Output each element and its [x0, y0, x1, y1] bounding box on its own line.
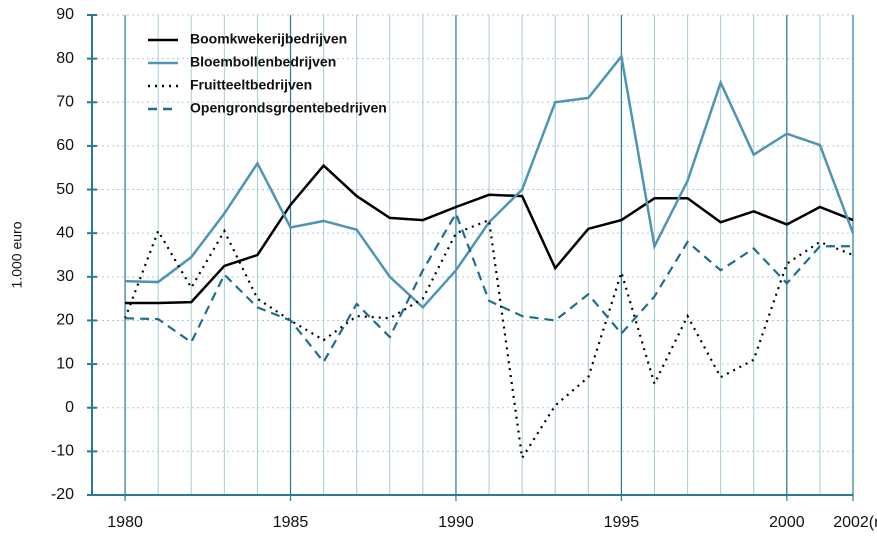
y-tick-label: -10 [51, 443, 74, 460]
y-axis-label: 1.000 euro [9, 221, 25, 288]
y-tick-label: 40 [56, 224, 74, 241]
series-line [124, 218, 854, 462]
y-tick-label: 90 [56, 6, 74, 23]
y-tick-label: 80 [56, 50, 74, 67]
y-tick-label: 70 [56, 93, 74, 110]
x-tick-label: 1990 [438, 514, 474, 531]
x-tick-label: 1980 [107, 514, 143, 531]
x-tick-label: 1985 [273, 514, 309, 531]
y-tick-label: 50 [56, 181, 74, 198]
series-line [125, 163, 854, 305]
y-tick-label: 60 [56, 137, 74, 154]
legend-label: Opengrondsgroentebedrijven [190, 100, 387, 116]
legend-label: Bloembollenbedrijven [190, 54, 336, 70]
y-tick-label: 0 [65, 399, 74, 416]
y-tick-label: 10 [56, 355, 74, 372]
x-tick-label: 1995 [604, 514, 640, 531]
x-tick-label: 2000 [769, 514, 805, 531]
series-line [125, 210, 853, 364]
y-tick-label: -20 [51, 486, 74, 503]
legend-label: Fruitteeltbedrijven [190, 77, 312, 93]
series-line [125, 53, 855, 310]
legend-label: Boomkwekerijbedrijven [190, 31, 347, 47]
x-tick-label: 2002(r) [833, 514, 877, 531]
y-tick-label: 30 [56, 268, 74, 285]
y-tick-label: 20 [56, 312, 74, 329]
